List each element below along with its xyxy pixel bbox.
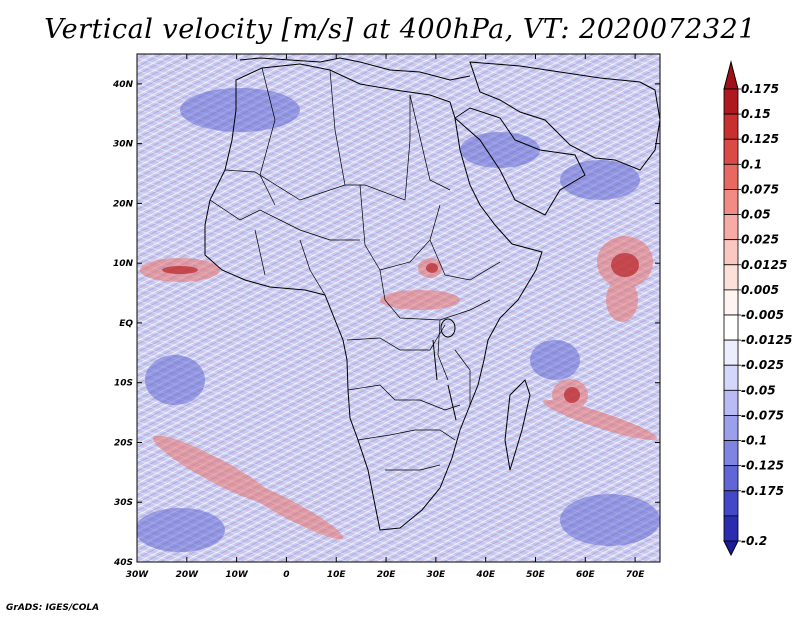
plot-frame <box>136 53 661 563</box>
colorbar-label: 0.05 <box>741 208 771 222</box>
colorbar-swatch <box>723 138 739 165</box>
lat-tick-label: 30S <box>114 498 133 508</box>
lon-tick-label: 30E <box>427 570 447 580</box>
colorbar-label: -0.075 <box>741 408 784 422</box>
colorbar-label: 0.125 <box>741 132 779 146</box>
strong-upward-motion <box>162 253 639 403</box>
colorbar-label: 0.005 <box>741 283 779 297</box>
lat-tick-label: EQ <box>119 319 133 329</box>
lat-tick-label: 40S <box>113 558 133 568</box>
colorbar-label: -0.0125 <box>741 333 792 347</box>
lon-tick-label: 0 <box>283 570 289 580</box>
colorbar-swatch <box>723 264 739 291</box>
colorbar-swatch <box>723 239 739 266</box>
country-borders <box>209 67 501 471</box>
colorbar: 0.175 0.15 0.125 0.1 0.075 0.05 0.025 0.0125 0.0… <box>723 60 792 557</box>
coastlines <box>204 57 660 531</box>
colorbar-swatch <box>723 364 739 391</box>
colorbar-label: -0.175 <box>741 484 784 498</box>
colorbar-swatch <box>723 339 739 366</box>
lat-tick-label: 40N <box>112 80 134 90</box>
lon-tick-label: 60E <box>576 570 596 580</box>
map-title: Vertical velocity [m/s] at 400hPa, VT: 2… <box>44 14 756 45</box>
lakes <box>432 318 457 421</box>
colorbar-label: 0.175 <box>741 82 779 96</box>
colorbar-swatch <box>723 88 739 115</box>
colorbar-label: -0.005 <box>741 308 784 322</box>
lon-tick-label: 70E <box>626 570 646 580</box>
lat-tick-label: 20S <box>114 438 133 448</box>
colorbar-bottom-arrow <box>723 540 739 557</box>
colorbar-swatch <box>723 189 739 215</box>
colorbar-label: -0.2 <box>741 534 767 548</box>
lat-tick-label: 10N <box>113 259 134 269</box>
colorbar-label: -0.125 <box>741 459 784 473</box>
footer-credit: GrADS: IGES/COLA <box>6 603 100 613</box>
longitude-axis: 30W 20W 10W 0 10E 20E 30E 40E 50E 60E 70E <box>126 54 646 580</box>
downward-motion-areas <box>137 88 660 552</box>
colorbar-label: 0.1 <box>741 157 762 171</box>
colorbar-swatch <box>723 163 739 190</box>
colorbar-swatch <box>723 389 739 416</box>
colorbar-swatch <box>723 490 739 517</box>
lon-tick-label: 20E <box>377 570 397 580</box>
colorbar-label: 0.0125 <box>741 258 787 272</box>
colorbar-swatch <box>723 314 739 341</box>
colorbar-label: -0.1 <box>741 434 767 448</box>
colorbar-swatch <box>723 415 739 441</box>
colorbar-swatch <box>723 440 739 467</box>
colorbar-swatch <box>723 515 739 542</box>
lon-tick-label: 30W <box>126 570 150 580</box>
colorbar-top-arrow <box>723 60 739 90</box>
lon-tick-label: 50E <box>526 570 546 580</box>
colorbar-label: 0.075 <box>741 182 779 196</box>
lon-tick-label: 10E <box>327 570 347 580</box>
lon-tick-label: 20W <box>176 570 200 580</box>
colorbar-label: -0.05 <box>741 383 776 397</box>
lon-tick-label: 40E <box>475 570 496 580</box>
latitude-axis: 40N 30N 20N 10N EQ 10S 20S 30S 40S <box>112 80 660 568</box>
colorbar-label: -0.025 <box>741 358 784 372</box>
colorbar-swatch <box>723 289 739 316</box>
colorbar-label: 0.15 <box>741 107 771 121</box>
lon-tick-label: 10W <box>225 570 249 580</box>
lat-tick-label: 10S <box>114 379 133 389</box>
colorbar-swatch <box>723 465 739 492</box>
colorbar-swatch <box>723 214 739 241</box>
lat-tick-label: 30N <box>113 140 134 150</box>
colorbar-label: 0.025 <box>741 233 779 247</box>
lat-tick-label: 20N <box>113 199 134 209</box>
colorbar-swatch <box>723 113 739 140</box>
